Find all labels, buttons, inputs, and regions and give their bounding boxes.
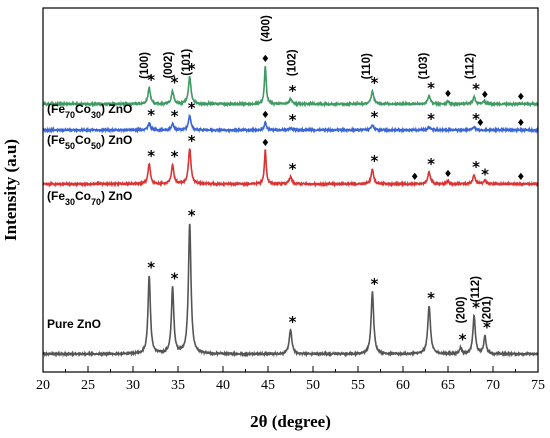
hkl-label: (201) — [482, 296, 494, 323]
hkl-label: (102) — [286, 49, 298, 76]
peak-star-marker: * — [370, 152, 378, 170]
peak-star-marker: * — [188, 132, 196, 150]
peak-diamond-marker: ♦ — [516, 172, 525, 183]
peak-diamond-marker: ♦ — [476, 118, 485, 129]
peak-star-marker: * — [147, 106, 155, 124]
peak-star-marker: * — [171, 74, 179, 92]
hkl-label: (112) — [465, 53, 477, 79]
series-label-part: Pure ZnO — [47, 317, 101, 331]
series-label: Pure ZnO — [47, 317, 101, 331]
series-line — [42, 113, 539, 134]
peak-diamond-marker: ♦ — [444, 169, 453, 180]
peak-star-marker: * — [472, 299, 480, 317]
series-label-part: ) ZnO — [101, 133, 132, 147]
series-1: * *** * * * *♦♦ ♦ ♦(Fe30Co70) ZnO — [42, 132, 539, 207]
peak-diamond-marker: ♦ — [410, 172, 419, 183]
x-tick-label: 20 — [36, 378, 50, 393]
peak-star-marker: * — [188, 60, 196, 78]
series-3: * *** * * *♦♦ ♦ ♦(100) (002) (101)(400)(102) (110… — [42, 15, 539, 120]
series-0: *********(200)(112)(201)Pure ZnO — [42, 206, 539, 358]
peak-star-marker: * — [472, 110, 480, 128]
series-label-part: 70 — [65, 110, 75, 120]
x-tick-label: 75 — [531, 378, 545, 393]
peak-diamond-marker: ♦ — [480, 90, 489, 101]
x-tick-label: 70 — [486, 378, 500, 393]
series-label-part: 30 — [91, 110, 101, 120]
peak-diamond-marker: ♦ — [261, 110, 270, 121]
series-label-part: Co — [75, 102, 91, 116]
hkl-label: (002) — [163, 52, 175, 79]
series-line — [42, 66, 539, 108]
x-tick-label: 55 — [351, 378, 365, 393]
peak-star-marker: * — [427, 110, 435, 128]
peak-star-marker: * — [472, 80, 480, 98]
peak-star-marker: * — [289, 111, 297, 129]
hkl-label: (103) — [418, 53, 430, 80]
peak-star-marker: * — [370, 275, 378, 293]
peak-star-marker: * — [147, 259, 155, 277]
peak-star-marker: * — [483, 318, 491, 336]
hkl-label: (200) — [456, 296, 468, 323]
peak-star-marker: * — [481, 165, 489, 183]
series-label-part: Co — [75, 189, 91, 203]
peak-star-marker: * — [370, 74, 378, 92]
peak-star-marker: * — [171, 107, 179, 125]
x-tick-label: 60 — [396, 378, 410, 393]
peak-diamond-marker: ♦ — [516, 118, 525, 129]
peak-star-marker: * — [147, 147, 155, 165]
series-label-part: 70 — [91, 197, 101, 207]
peak-star-marker: * — [289, 82, 297, 100]
peak-star-marker: * — [370, 108, 378, 126]
hkl-label: (100) — [139, 52, 151, 79]
series-label-part: 50 — [65, 141, 75, 151]
peak-star-marker: * — [289, 313, 297, 331]
series-label-part: 50 — [91, 141, 101, 151]
peak-star-marker: * — [427, 79, 435, 97]
peak-star-marker: * — [427, 155, 435, 173]
series-label-part: (Fe — [47, 189, 65, 203]
series-2: * * ** * * *♦♦ ♦(Fe50Co50) ZnO — [42, 99, 539, 151]
x-tick-label: 30 — [126, 378, 140, 393]
series-label-part: (Fe — [47, 133, 65, 147]
peak-star-marker: * — [472, 158, 480, 176]
series-label: (Fe30Co70) ZnO — [47, 189, 132, 207]
x-tick-label: 40 — [216, 378, 230, 393]
peak-star-marker: * — [289, 160, 297, 178]
peak-star-marker: * — [188, 206, 196, 224]
x-tick-label: 50 — [306, 378, 320, 393]
peak-star-marker: * — [427, 289, 435, 307]
x-axis-title: 2θ (degree) — [250, 412, 331, 431]
y-axis-title: Intensity (a.u) — [1, 139, 20, 241]
peak-star-marker: * — [188, 99, 196, 117]
peak-diamond-marker: ♦ — [261, 138, 270, 149]
peak-star-marker: * — [459, 330, 467, 348]
hkl-label: (110) — [361, 53, 373, 79]
peak-diamond-marker: ♦ — [516, 92, 525, 103]
x-tick-label: 35 — [171, 378, 185, 393]
x-tick-label: 45 — [261, 378, 275, 393]
series-label-part: ) ZnO — [101, 189, 132, 203]
x-tick-label: 25 — [81, 378, 95, 393]
hkl-label: (112) — [470, 276, 482, 302]
x-tick-label: 65 — [441, 378, 455, 393]
series-label-part: 30 — [65, 197, 75, 207]
series-line — [42, 148, 539, 188]
series-line — [42, 223, 539, 358]
series-label-part: ) ZnO — [101, 102, 132, 116]
peak-diamond-marker: ♦ — [444, 89, 453, 100]
peak-star-marker: * — [171, 148, 179, 166]
peak-star-marker: * — [171, 270, 179, 288]
hkl-label: (101) — [181, 49, 193, 76]
peak-star-marker: * — [147, 71, 155, 89]
series-label-part: (Fe — [47, 102, 65, 116]
hkl-label: (400) — [260, 15, 272, 42]
series-label: (Fe70Co30) ZnO — [47, 102, 132, 120]
peak-diamond-marker: ♦ — [261, 54, 270, 65]
series-label: (Fe50Co50) ZnO — [47, 133, 132, 151]
series-label-part: Co — [75, 133, 91, 147]
